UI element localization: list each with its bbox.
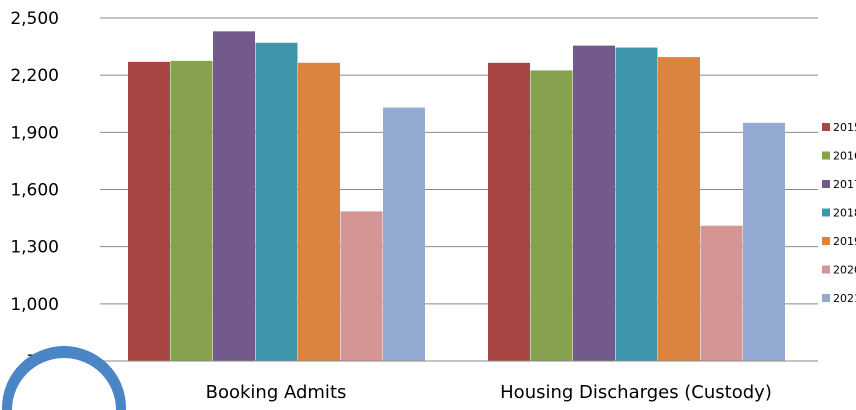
legend-label: 2020 [833,264,856,277]
legend-label: 2021 [833,292,856,305]
legend-label: 2016 [833,150,856,163]
legend-swatch [822,265,830,274]
bar-2021-housing-discharges [743,122,785,361]
bar-2016-booking-admits [170,60,213,361]
bar-2016-housing-discharges [530,70,573,362]
bar-2019-booking-admits [298,62,340,362]
category-labels: Booking Admits Housing Discharges (Custod… [206,382,772,403]
y-tick-label: 2,200 [10,66,59,86]
y-tick-label: 1,000 [10,295,59,315]
bar-2020-booking-admits [340,211,383,361]
legend-label: 2015 [833,121,856,134]
y-tick-label: 1,600 [10,181,59,201]
y-tick-label: 1,300 [10,238,59,258]
legend-swatch [822,123,830,131]
legend-swatch [822,208,830,217]
legend-label: 2017 [833,178,856,191]
bar-2017-housing-discharges [573,45,615,361]
y-tick-label: 2,500 [10,9,59,29]
bar-2019-housing-discharges [658,57,700,361]
bar-2018-housing-discharges [615,47,658,362]
legend-label: 2018 [833,207,856,220]
bar-2015-booking-admits [128,61,170,361]
category-label: Housing Discharges (Custody) [500,382,772,403]
logo-text: WICK CO [37,394,91,407]
y-tick-label: 1,900 [10,123,59,143]
bar-2015-housing-discharges [488,62,530,362]
bar-2017-booking-admits [213,31,255,361]
category-label: Booking Admits [206,382,347,403]
bars [128,31,785,362]
legend-swatch [822,151,830,160]
bar-2021-booking-admits [383,107,425,361]
legend-swatch [822,237,830,245]
county-seal-logo: WICK CO [2,346,126,410]
bar-2018-booking-admits [255,42,298,362]
bar-2020-housing-discharges [700,225,743,361]
legend-label: 2019 [833,235,856,248]
legend-swatch [822,180,830,188]
legend: 2015 2016 2017 2018 2019 2020 2021 [822,121,856,305]
legend-swatch [822,294,830,302]
